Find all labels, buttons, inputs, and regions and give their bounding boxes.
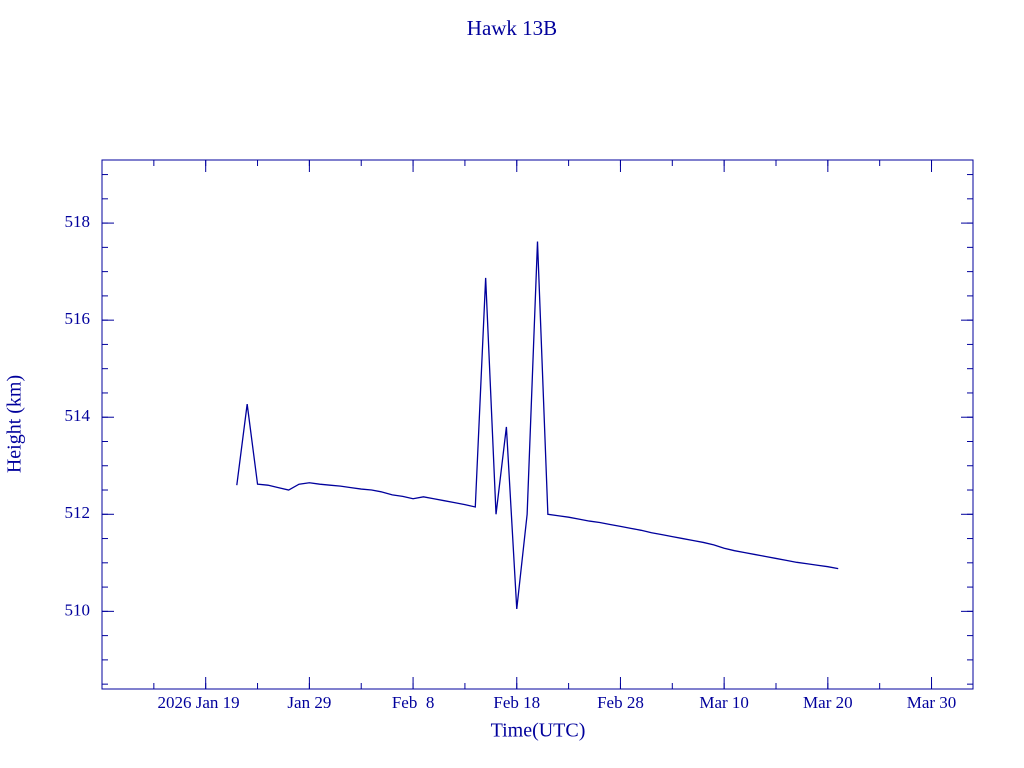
x-tick-label: Feb 8 (392, 693, 435, 712)
y-tick-label: 516 (65, 309, 91, 328)
y-tick-label: 518 (65, 212, 91, 231)
x-tick-label: Feb 28 (597, 693, 644, 712)
y-axis-label: Height (km) (4, 375, 26, 473)
chart-title: Hawk 13B (467, 16, 557, 40)
x-tick-label: Mar 30 (907, 693, 957, 712)
x-axis-label: Time(UTC) (491, 720, 586, 742)
x-tick-label: Mar 10 (699, 693, 749, 712)
x-tick-label: Feb 18 (493, 693, 540, 712)
x-tick-label: Mar 20 (803, 693, 853, 712)
y-tick-label: 514 (65, 406, 91, 425)
y-tick-label: 512 (65, 503, 91, 522)
x-tick-label: 2026 Jan 19 (158, 693, 240, 712)
x-tick-label: Jan 29 (287, 693, 331, 712)
y-tick-label: 510 (65, 600, 91, 619)
data-line (236, 241, 839, 609)
plot-frame (101, 159, 974, 690)
